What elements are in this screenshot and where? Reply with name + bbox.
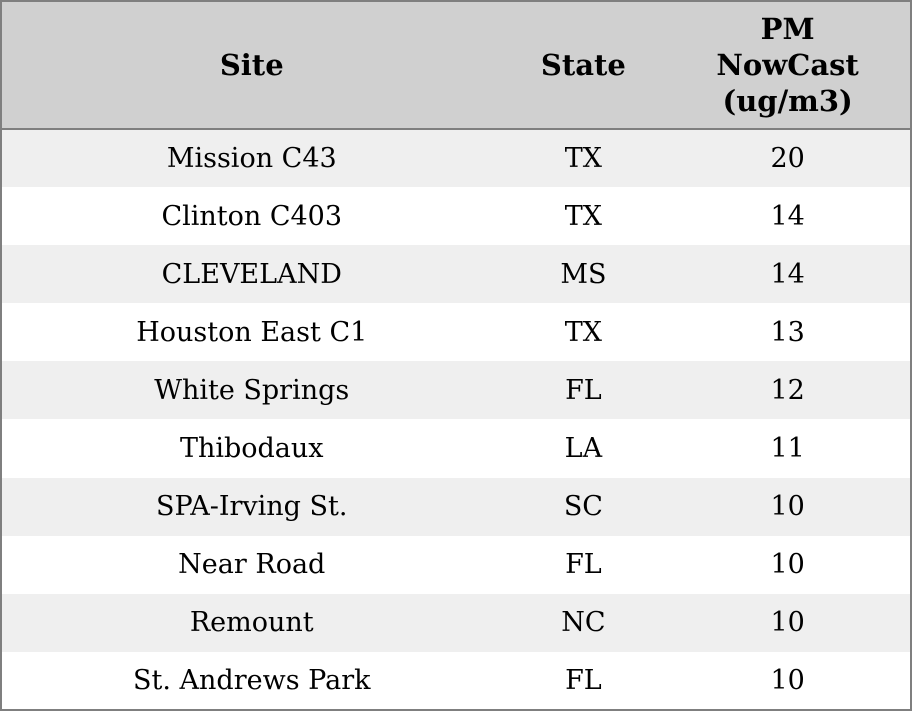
pm-nowcast-cell: 10 bbox=[770, 491, 805, 523]
site-cell: St. Andrews Park bbox=[133, 664, 371, 696]
pm-nowcast-cell: 10 bbox=[770, 664, 805, 696]
table-row: Near Road FL 10 bbox=[1, 535, 911, 594]
table-row: Mission C43 TX 20 bbox=[1, 129, 911, 188]
state-cell: MS bbox=[560, 258, 607, 290]
column-header-state: State bbox=[501, 1, 666, 130]
header-row: Site State PM NowCast (ug/m3) bbox=[1, 1, 911, 130]
state-cell: FL bbox=[565, 374, 602, 406]
site-cell: Remount bbox=[189, 607, 314, 639]
pm-nowcast-cell: 10 bbox=[770, 607, 805, 639]
site-cell: CLEVELAND bbox=[161, 258, 342, 290]
state-cell: FL bbox=[565, 549, 602, 581]
table-body: Mission C43 TX 20 Clinton C403 TX 14 CLE… bbox=[1, 129, 911, 710]
site-cell: SPA-Irving St. bbox=[156, 491, 348, 523]
state-cell: LA bbox=[564, 433, 603, 465]
table-row: CLEVELAND MS 14 bbox=[1, 245, 911, 304]
pm-nowcast-cell: 11 bbox=[770, 433, 805, 465]
state-cell: FL bbox=[565, 664, 602, 696]
column-header-pm-nowcast-label: PM NowCast (ug/m3) bbox=[716, 11, 859, 119]
pm-nowcast-cell: 10 bbox=[770, 549, 805, 581]
table-row: White Springs FL 12 bbox=[1, 361, 911, 420]
column-header-pm-nowcast: PM NowCast (ug/m3) bbox=[665, 1, 911, 130]
state-cell: TX bbox=[564, 316, 603, 348]
column-header-site: Site bbox=[1, 1, 502, 130]
table-row: Remount NC 10 bbox=[1, 593, 911, 652]
site-cell: Clinton C403 bbox=[161, 200, 343, 232]
pm-nowcast-cell: 20 bbox=[770, 143, 805, 175]
state-cell: NC bbox=[561, 607, 606, 639]
table-row: St. Andrews Park FL 10 bbox=[1, 651, 911, 710]
pm-nowcast-cell: 14 bbox=[770, 200, 805, 232]
site-cell: Houston East C1 bbox=[136, 316, 368, 348]
table-header: Site State PM NowCast (ug/m3) bbox=[1, 1, 911, 130]
table-row: Houston East C1 TX 13 bbox=[1, 303, 911, 362]
state-cell: TX bbox=[564, 143, 603, 175]
table-row: Thibodaux LA 11 bbox=[1, 419, 911, 478]
pm-nowcast-cell: 14 bbox=[770, 258, 805, 290]
site-cell: Thibodaux bbox=[179, 433, 324, 465]
site-cell: Near Road bbox=[178, 549, 326, 581]
state-cell: TX bbox=[564, 200, 603, 232]
site-cell: Mission C43 bbox=[166, 143, 337, 175]
state-cell: SC bbox=[563, 491, 603, 523]
table-row: Clinton C403 TX 14 bbox=[1, 187, 911, 246]
pm-nowcast-cell: 12 bbox=[770, 374, 805, 406]
site-cell: White Springs bbox=[154, 374, 350, 406]
table-row: SPA-Irving St. SC 10 bbox=[1, 477, 911, 536]
pm-nowcast-cell: 13 bbox=[770, 316, 805, 348]
